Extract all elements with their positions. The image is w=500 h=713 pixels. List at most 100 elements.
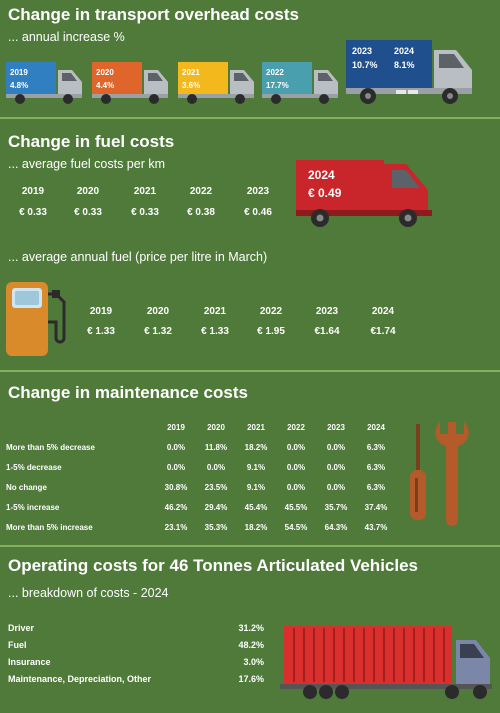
cost-value: 31.2% bbox=[238, 623, 264, 633]
year-label: 2022 bbox=[189, 186, 213, 197]
truck-icon bbox=[6, 62, 82, 104]
table-row: More than 5% decrease 0.0% 11.8% 18.2% 0… bbox=[6, 437, 396, 457]
list-item: Fuel 48.2% bbox=[8, 640, 264, 650]
table-cell: 35.7% bbox=[324, 502, 348, 512]
truck-year: 2022 bbox=[266, 68, 284, 77]
column-header: 2019 bbox=[167, 422, 185, 432]
value-label: € 0.33 bbox=[74, 207, 102, 218]
truck-2019: 2019 4.8% bbox=[6, 62, 86, 111]
fuel-title: Change in fuel costs bbox=[8, 132, 175, 151]
table-cell: 6.3% bbox=[366, 442, 386, 452]
articulated-truck-icon bbox=[280, 626, 492, 699]
table-row: More than 5% increase 23.1% 35.3% 18.2% … bbox=[6, 517, 396, 537]
truck-value: 4.4% bbox=[96, 81, 115, 90]
table-cell: 29.4% bbox=[204, 502, 228, 512]
cost-label: Maintenance, Depreciation, Other bbox=[8, 674, 152, 684]
truck-value: 3.6% bbox=[182, 81, 201, 90]
value-label: €1.74 bbox=[370, 326, 396, 337]
wrench-screwdriver-icon bbox=[410, 422, 469, 526]
table-cell: 9.1% bbox=[246, 482, 266, 492]
fuel-pump bbox=[6, 280, 72, 363]
year-label: 2020 bbox=[146, 306, 170, 317]
table-cell: 0.0% bbox=[166, 442, 186, 452]
truck-year: 2019 bbox=[10, 68, 28, 77]
truck-year: 2023 bbox=[352, 46, 373, 56]
table-cell: 30.8% bbox=[164, 482, 188, 492]
column-header: 2021 bbox=[247, 422, 265, 432]
value-label: € 1.33 bbox=[87, 326, 115, 337]
column-header: 2023 bbox=[327, 422, 345, 432]
table-header-empty bbox=[6, 417, 156, 437]
truck-icon bbox=[262, 62, 338, 104]
table-cell: 0.0% bbox=[206, 462, 226, 472]
year-label: 2022 bbox=[259, 306, 283, 317]
operating-title: Operating costs for 46 Tonnes Articulate… bbox=[8, 556, 419, 575]
divider bbox=[0, 545, 500, 547]
year-label: 2020 bbox=[76, 186, 100, 197]
table-cell: 6.3% bbox=[366, 482, 386, 492]
year-label: 2019 bbox=[89, 306, 113, 317]
list-item: Driver 31.2% bbox=[8, 623, 264, 633]
divider bbox=[0, 117, 500, 119]
truck-value: 4.8% bbox=[10, 81, 29, 90]
table-cell: 0.0% bbox=[166, 462, 186, 472]
table-header-row: 2019 2020 2021 2022 2023 2024 bbox=[6, 417, 396, 437]
truck-year: 2020 bbox=[96, 68, 114, 77]
operating-subtitle: ... breakdown of costs - 2024 bbox=[8, 586, 169, 600]
row-label: 1-5% increase bbox=[6, 502, 60, 512]
table-cell: 0.0% bbox=[326, 442, 346, 452]
year-label: 2023 bbox=[315, 306, 339, 317]
table-row: 1-5% decrease 0.0% 0.0% 9.1% 0.0% 0.0% 6… bbox=[6, 457, 396, 477]
truck-2021: 2021 3.6% bbox=[178, 62, 258, 111]
truck-year: 2024 bbox=[394, 46, 415, 56]
table-row: No change 30.8% 23.5% 9.1% 0.0% 0.0% 6.3… bbox=[6, 477, 396, 497]
year-label: 2023 bbox=[246, 186, 270, 197]
van-2024: 2024 € 0.49 bbox=[296, 160, 442, 237]
van-year: 2024 bbox=[308, 168, 335, 182]
cost-label: Driver bbox=[8, 623, 35, 633]
table-cell: 35.3% bbox=[204, 522, 228, 532]
transport-title: Change in transport overhead costs bbox=[8, 5, 299, 24]
divider bbox=[0, 370, 500, 372]
row-label: 1-5% decrease bbox=[6, 462, 62, 472]
fuel-subtitle-annual: ... average annual fuel (price per litre… bbox=[8, 250, 268, 264]
column-header: 2022 bbox=[287, 422, 305, 432]
row-label: No change bbox=[6, 482, 47, 492]
row-label: More than 5% decrease bbox=[6, 442, 95, 452]
articulated-truck bbox=[280, 618, 495, 707]
table-cell: 0.0% bbox=[286, 482, 306, 492]
fuel-pump-icon bbox=[6, 282, 66, 356]
value-label: € 1.33 bbox=[201, 326, 229, 337]
cost-label: Insurance bbox=[8, 657, 51, 667]
list-item: Insurance 3.0% bbox=[8, 657, 264, 667]
year-label: 2021 bbox=[203, 306, 227, 317]
table-cell: 9.1% bbox=[246, 462, 266, 472]
value-label: € 0.33 bbox=[131, 207, 159, 218]
truck-icon bbox=[346, 40, 472, 104]
table-cell: 54.5% bbox=[284, 522, 308, 532]
cost-value: 3.0% bbox=[243, 657, 264, 667]
table-cell: 0.0% bbox=[326, 482, 346, 492]
truck-2022: 2022 17.7% bbox=[262, 62, 342, 111]
value-label: € 0.46 bbox=[244, 207, 272, 218]
year-label: 2019 bbox=[21, 186, 45, 197]
table-cell: 0.0% bbox=[286, 462, 306, 472]
table-cell: 45.5% bbox=[284, 502, 308, 512]
table-cell: 11.8% bbox=[204, 442, 228, 452]
maintenance-title: Change in maintenance costs bbox=[8, 383, 248, 402]
tools bbox=[402, 420, 474, 533]
table-cell: 23.5% bbox=[204, 482, 228, 492]
row-label: More than 5% increase bbox=[6, 522, 93, 532]
value-label: € 1.32 bbox=[144, 326, 172, 337]
table-cell: 64.3% bbox=[324, 522, 348, 532]
table-cell: 18.2% bbox=[244, 522, 268, 532]
year-label: 2021 bbox=[133, 186, 157, 197]
truck-value: 10.7% bbox=[352, 60, 378, 70]
fuel-subtitle-km: ... average fuel costs per km bbox=[8, 157, 166, 171]
cost-value: 48.2% bbox=[238, 640, 264, 650]
year-label: 2024 bbox=[371, 306, 395, 317]
truck-value: 17.7% bbox=[266, 81, 289, 90]
table-cell: 46.2% bbox=[164, 502, 188, 512]
truck-icon bbox=[92, 62, 168, 104]
column-header: 2020 bbox=[207, 422, 225, 432]
